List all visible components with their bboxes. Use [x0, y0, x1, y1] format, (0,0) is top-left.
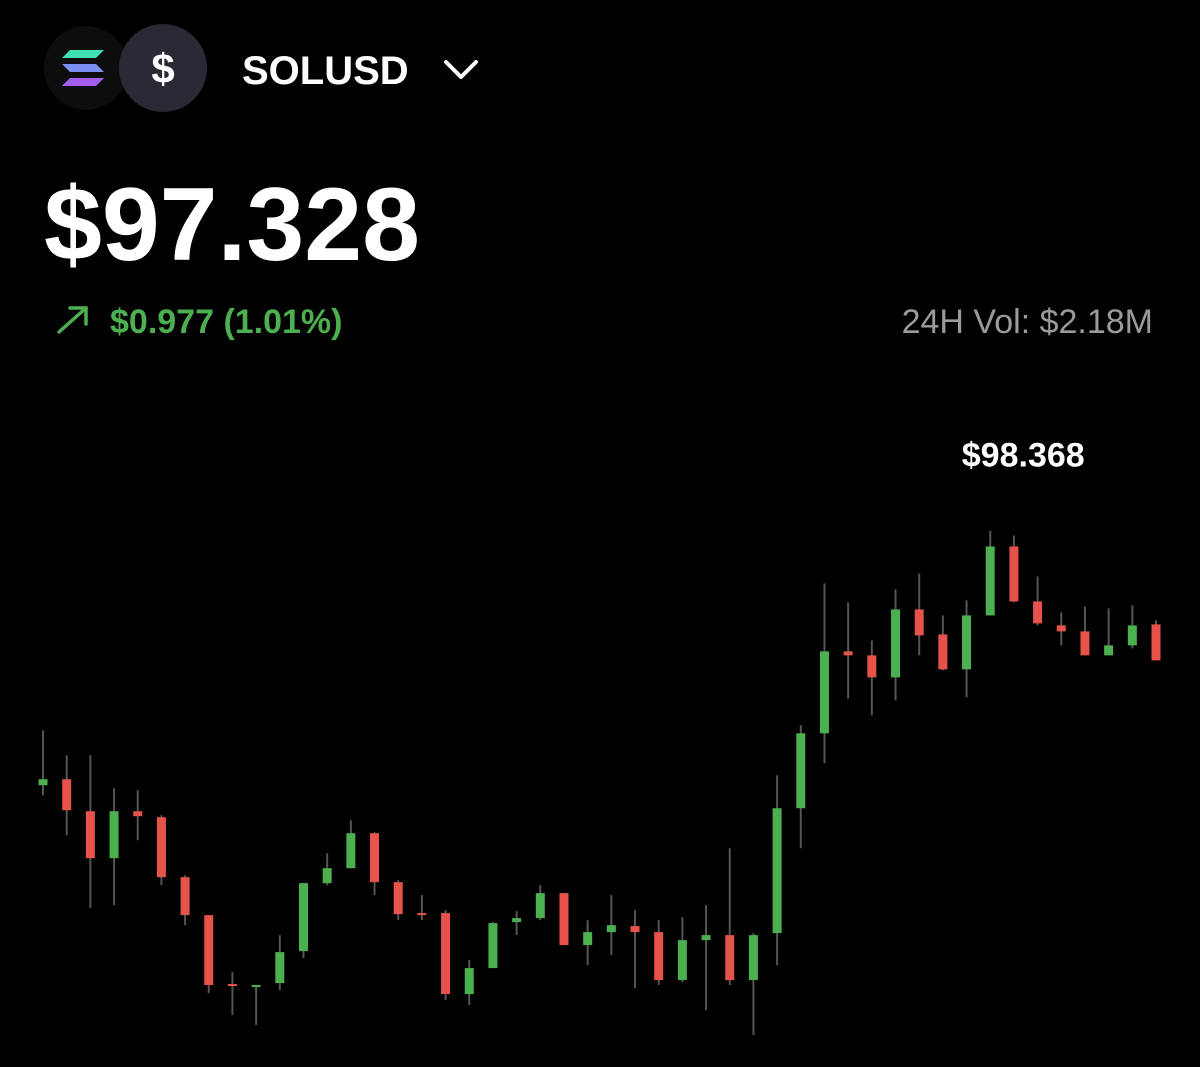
candle-body — [914, 609, 924, 636]
candle-body — [417, 913, 427, 916]
candle-body — [441, 913, 451, 995]
candle-body — [251, 985, 261, 988]
candle-body — [583, 932, 593, 946]
candle-body — [535, 893, 545, 919]
candle-body — [1151, 624, 1161, 661]
candle-body — [630, 926, 640, 933]
candle-body — [1104, 645, 1114, 656]
candle-body — [180, 877, 190, 916]
pair-dropdown[interactable] — [444, 60, 478, 79]
candle-body — [488, 923, 498, 969]
volume: 24H Vol: $2.18M — [902, 303, 1153, 341]
candle-chart: $98.368 — [38, 436, 1161, 1036]
usd-icon — [119, 24, 207, 112]
candle-body — [1080, 631, 1090, 656]
candle-body — [156, 817, 166, 878]
candle-body — [109, 811, 119, 859]
candle-body — [298, 883, 308, 952]
price-change: $0.977 (1.01%) — [110, 303, 343, 341]
high-label: $98.368 — [962, 436, 1085, 474]
candle-body — [677, 940, 687, 981]
pair-name[interactable]: SOLUSD — [242, 49, 409, 93]
candle-body — [393, 882, 403, 915]
candle-body — [962, 615, 972, 670]
candle-body — [85, 811, 95, 859]
candle-body — [748, 935, 758, 981]
candle-body — [891, 609, 901, 678]
candle-body — [796, 733, 806, 809]
candle-body — [38, 779, 48, 786]
candle-body — [1009, 546, 1019, 602]
candle-body — [62, 779, 72, 811]
sol-bar — [62, 78, 104, 86]
candle-body — [1033, 601, 1043, 624]
sol-icon[interactable] — [44, 26, 128, 110]
candle-body — [938, 634, 948, 670]
candle-body — [133, 811, 143, 817]
candle-body — [985, 546, 995, 616]
candle-body — [346, 833, 356, 869]
candle-body — [464, 968, 474, 995]
candle-body — [322, 868, 332, 884]
sol-bar — [62, 64, 104, 72]
candle-body — [1127, 625, 1137, 646]
sol-bar — [62, 50, 104, 58]
candle-body — [370, 833, 380, 883]
candle-body — [725, 935, 735, 981]
candle-body — [819, 651, 829, 734]
candle-body — [204, 915, 214, 986]
usd-symbol: $ — [151, 45, 174, 92]
candle-body — [867, 655, 877, 678]
candle-body — [227, 984, 237, 987]
candle-body — [654, 932, 664, 981]
candle-body — [512, 918, 522, 923]
candle-body — [559, 893, 569, 946]
candle-body — [606, 925, 616, 933]
change-arrow — [57, 306, 88, 334]
price: $97.328 — [44, 167, 420, 283]
candle-body — [1056, 625, 1066, 632]
candle-body — [843, 651, 853, 656]
candle-body — [772, 808, 782, 934]
candle-body — [275, 952, 285, 984]
candle-body — [701, 935, 711, 941]
